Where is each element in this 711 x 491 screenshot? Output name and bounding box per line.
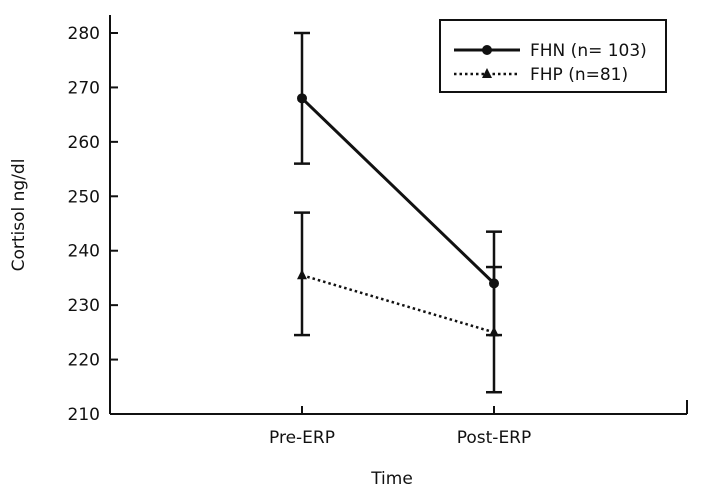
axes [109, 15, 688, 415]
y-axis-title: Cortisol ng/dl [9, 159, 29, 272]
data-point-circle [482, 45, 492, 55]
y-tick-label: 210 [68, 405, 100, 425]
series-line [300, 97, 496, 285]
x-ticks: Pre-ERP Post-ERP [269, 406, 531, 448]
y-tick-label: 270 [68, 78, 100, 98]
y-tick-label: 260 [68, 133, 100, 153]
legend-label: FHN (n= 103) [530, 41, 647, 61]
plot-area [294, 31, 502, 394]
y-tick-label: 230 [68, 296, 100, 316]
legend-label: FHP (n=81) [530, 65, 628, 85]
legend-box [439, 19, 667, 93]
x-tick-label: Post-ERP [457, 428, 532, 448]
data-point-triangle [482, 68, 492, 78]
legend: FHN (n= 103) FHP (n=81) [439, 19, 667, 93]
data-point-circle [297, 93, 307, 104]
y-tick-label: 250 [68, 187, 100, 207]
y-ticks: 210 220 230 240 250 260 270 280 [68, 24, 118, 425]
data-point-triangle [489, 326, 499, 337]
data-point-triangle [297, 269, 307, 280]
x-axis-title: Time [370, 469, 413, 489]
x-tick-label: Pre-ERP [269, 428, 335, 448]
y-tick-label: 240 [68, 242, 100, 262]
y-tick-label: 280 [68, 24, 100, 44]
series-line [301, 274, 495, 334]
series-2 [294, 211, 502, 394]
y-tick-label: 220 [68, 351, 100, 371]
